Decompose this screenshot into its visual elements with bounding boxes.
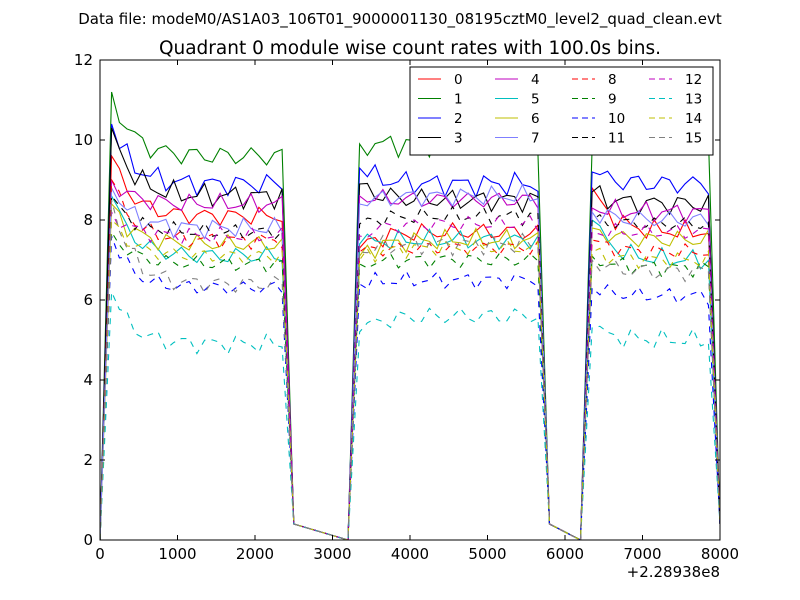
legend-label-12: 12 bbox=[685, 72, 702, 88]
legend-label-14: 14 bbox=[685, 111, 702, 127]
legend-label-0: 0 bbox=[454, 72, 463, 88]
series-line-8 bbox=[100, 178, 720, 540]
y-tick-label: 6 bbox=[83, 291, 93, 309]
legend-entry-1: 1 bbox=[418, 92, 463, 108]
legend-entry-2: 2 bbox=[418, 111, 463, 127]
legend-label-5: 5 bbox=[531, 92, 540, 108]
y-tick-label: 0 bbox=[83, 531, 93, 549]
legend-label-2: 2 bbox=[454, 111, 463, 127]
legend-entry-0: 0 bbox=[418, 72, 463, 88]
legend-entry-15: 15 bbox=[649, 131, 702, 147]
series-line-3 bbox=[100, 127, 720, 540]
figure-suptitle: Data file: modeM0/AS1A03_106T01_90000011… bbox=[78, 10, 722, 29]
legend-entry-8: 8 bbox=[572, 72, 617, 88]
legend-label-11: 11 bbox=[608, 131, 625, 147]
chart-title: Quadrant 0 module wise count rates with … bbox=[159, 38, 661, 59]
series-line-6 bbox=[100, 202, 720, 540]
x-tick-label: 2000 bbox=[236, 545, 274, 563]
x-tick-label: 0 bbox=[95, 545, 105, 563]
legend-entry-10: 10 bbox=[572, 111, 625, 127]
series-line-12 bbox=[100, 211, 720, 540]
series-line-1 bbox=[100, 91, 720, 540]
y-tick-label: 12 bbox=[74, 51, 93, 69]
series-line-15 bbox=[100, 199, 720, 540]
legend-entry-12: 12 bbox=[649, 72, 702, 88]
x-tick-label: 7000 bbox=[623, 545, 661, 563]
x-tick-label: 6000 bbox=[546, 545, 584, 563]
y-tick-label: 2 bbox=[83, 451, 93, 469]
series-line-13 bbox=[100, 291, 720, 540]
series-line-9 bbox=[100, 230, 720, 540]
legend-label-9: 9 bbox=[608, 92, 617, 108]
legend-label-6: 6 bbox=[531, 111, 540, 127]
series-line-14 bbox=[100, 218, 720, 540]
series-line-11 bbox=[100, 194, 720, 540]
legend-entry-11: 11 bbox=[572, 131, 625, 147]
legend-label-8: 8 bbox=[608, 72, 617, 88]
plot-area bbox=[100, 91, 720, 540]
legend-label-13: 13 bbox=[685, 92, 702, 108]
series-line-5 bbox=[100, 193, 720, 540]
legend-entry-13: 13 bbox=[649, 92, 702, 108]
legend-entry-5: 5 bbox=[495, 92, 540, 108]
x-tick-label: 1000 bbox=[158, 545, 196, 563]
x-tick-label: 8000 bbox=[701, 545, 739, 563]
series-line-7 bbox=[100, 183, 720, 540]
legend-entry-7: 7 bbox=[495, 131, 540, 147]
y-tick-label: 4 bbox=[83, 371, 93, 389]
legend-label-1: 1 bbox=[454, 92, 463, 108]
x-tick-label: 3000 bbox=[313, 545, 351, 563]
legend-label-3: 3 bbox=[454, 131, 463, 147]
legend-label-7: 7 bbox=[531, 131, 540, 147]
legend-entry-6: 6 bbox=[495, 111, 540, 127]
legend-label-10: 10 bbox=[608, 111, 625, 127]
legend-entry-3: 3 bbox=[418, 131, 463, 147]
legend-label-15: 15 bbox=[685, 131, 702, 147]
series-line-0 bbox=[100, 154, 720, 540]
axis-ticks: 0 1000 2000 3000 4000 5000 6000 7000 80000246810… bbox=[74, 51, 739, 563]
legend-label-4: 4 bbox=[531, 72, 540, 88]
x-offset-label: +2.28938e8 bbox=[627, 563, 720, 581]
legend-entry-9: 9 bbox=[572, 92, 617, 108]
x-tick-label: 4000 bbox=[391, 545, 429, 563]
y-tick-label: 8 bbox=[83, 211, 93, 229]
legend-entry-4: 4 bbox=[495, 72, 540, 88]
series-line-2 bbox=[100, 123, 720, 540]
legend-entry-14: 14 bbox=[649, 111, 702, 127]
legend-frame bbox=[409, 66, 714, 156]
y-tick-label: 10 bbox=[74, 131, 93, 149]
x-tick-label: 5000 bbox=[468, 545, 506, 563]
series-line-10 bbox=[100, 235, 720, 540]
